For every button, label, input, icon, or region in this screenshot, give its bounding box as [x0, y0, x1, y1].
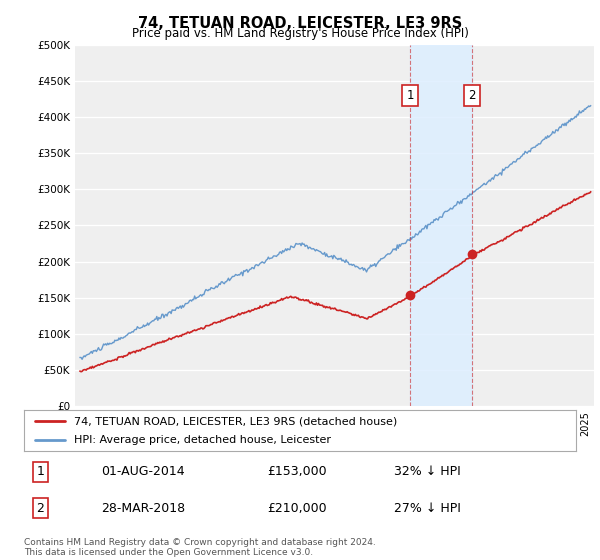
Text: 74, TETUAN ROAD, LEICESTER, LE3 9RS: 74, TETUAN ROAD, LEICESTER, LE3 9RS [138, 16, 462, 31]
Text: 01-AUG-2014: 01-AUG-2014 [101, 465, 185, 478]
Text: Price paid vs. HM Land Registry's House Price Index (HPI): Price paid vs. HM Land Registry's House … [131, 27, 469, 40]
Text: £153,000: £153,000 [267, 465, 326, 478]
Text: 32% ↓ HPI: 32% ↓ HPI [394, 465, 461, 478]
Text: 2: 2 [37, 502, 44, 515]
Text: 74, TETUAN ROAD, LEICESTER, LE3 9RS (detached house): 74, TETUAN ROAD, LEICESTER, LE3 9RS (det… [74, 417, 397, 426]
Text: 2: 2 [468, 89, 475, 102]
Text: HPI: Average price, detached house, Leicester: HPI: Average price, detached house, Leic… [74, 435, 331, 445]
Text: 1: 1 [37, 465, 44, 478]
Bar [410, 45, 472, 406]
Text: £210,000: £210,000 [267, 502, 326, 515]
Text: 27% ↓ HPI: 27% ↓ HPI [394, 502, 461, 515]
Text: Contains HM Land Registry data © Crown copyright and database right 2024.
This d: Contains HM Land Registry data © Crown c… [24, 538, 376, 557]
Text: 1: 1 [406, 89, 414, 102]
Text: 28-MAR-2018: 28-MAR-2018 [101, 502, 185, 515]
